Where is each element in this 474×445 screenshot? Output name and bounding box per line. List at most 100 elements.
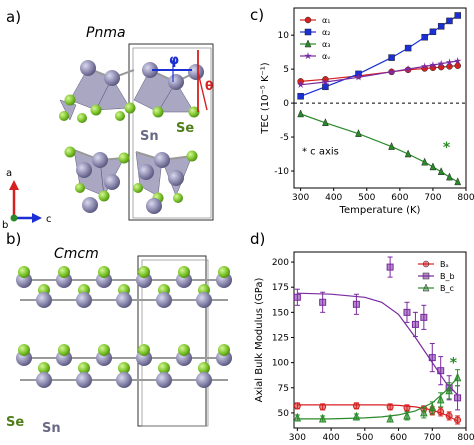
series-line [300, 113, 459, 183]
cmcm-se-label: Se [6, 415, 24, 430]
cmcm-atoms [16, 266, 232, 388]
legend-marker [304, 52, 312, 60]
data-point [437, 59, 445, 67]
legend-entry: α₂ [322, 28, 330, 37]
data-point [352, 411, 361, 421]
cmcm-unit-cell-back [141, 259, 209, 427]
cmcm-sn-atom [36, 292, 52, 308]
cmcm-sn-atom [76, 372, 92, 388]
chart-bulk-modulus: 3004005006007008005075100125150175200Tem… [254, 251, 474, 443]
data-point [388, 141, 395, 150]
legend-entry: αᵥ [322, 52, 331, 61]
cmcm-sn-atom [116, 372, 132, 388]
x-tick-label: 400 [323, 433, 340, 443]
cmcm-label: Cmcm [54, 246, 99, 262]
cmcm-se-atom [138, 344, 150, 356]
cmcm-se-atom [158, 362, 170, 374]
data-point [454, 394, 462, 402]
data-point [297, 93, 304, 100]
series-line [300, 65, 458, 82]
x-tick-label: 800 [457, 193, 474, 203]
x-tick-label: 400 [325, 193, 342, 203]
data-point [453, 57, 462, 65]
data-point [293, 412, 302, 422]
legend-entry: α₃ [322, 40, 330, 49]
series-line [300, 14, 459, 97]
bc-star: * [450, 356, 458, 372]
c-axis-star: * [443, 140, 451, 156]
data-point [429, 61, 437, 69]
y-tick-label: 5 [283, 65, 289, 75]
c-axis-annotation: * c axis [302, 147, 339, 158]
y-tick-label: 150 [272, 308, 289, 318]
data-point [355, 129, 362, 137]
data-point [387, 67, 396, 76]
cmcm-sn-atom [76, 292, 92, 308]
data-point [319, 298, 327, 306]
cmcm-se-atom [198, 362, 210, 374]
data-point [446, 172, 453, 181]
data-point [445, 412, 453, 420]
data-point [428, 354, 436, 362]
data-point [404, 44, 412, 52]
cmcm-sn-atom [156, 372, 172, 388]
panel-c: c) 300 400 500 600 700 800 -10 -5 0 5 10 Temperatur… [250, 6, 474, 216]
data-point [420, 313, 428, 321]
triad-a: a [6, 168, 12, 179]
legend-marker [422, 272, 430, 280]
pnma-se-label: Se [176, 121, 194, 136]
data-point [297, 109, 304, 118]
triad-b: b [2, 220, 8, 231]
panel-a-label: a) [6, 8, 21, 26]
cmcm-sn-atom [36, 372, 52, 388]
data-point [411, 320, 419, 328]
x-tick-label: 600 [390, 433, 407, 443]
cmcm-se-atom [18, 344, 30, 356]
data-point [386, 403, 394, 411]
data-point [386, 263, 394, 271]
cmcm-se-atom [98, 344, 110, 356]
legend-marker [304, 39, 312, 48]
data-point [429, 28, 437, 36]
triad-c: c [46, 214, 52, 225]
data-point [296, 80, 305, 88]
cmcm-se-atom [178, 266, 190, 278]
data-point [445, 58, 454, 66]
x-tick-label: 700 [424, 193, 441, 203]
x-tick-label: 500 [358, 193, 375, 203]
legend-marker [422, 283, 430, 292]
data-point [352, 402, 360, 410]
y-tick-label: -5 [280, 133, 289, 143]
series-line [300, 60, 458, 86]
data-point [445, 385, 453, 395]
data-point [293, 293, 301, 301]
panel-b: b) Cmcm Se Sn [6, 230, 232, 436]
pnma-se-atoms [59, 94, 200, 204]
legend-entry: B_b [440, 272, 455, 281]
data-point [454, 177, 462, 186]
x-tick-label: 800 [457, 433, 474, 443]
data-point [354, 73, 363, 81]
x-tick-label: 500 [356, 433, 373, 443]
data-point [388, 54, 395, 61]
theta-symbol: θ [205, 79, 213, 93]
panel-c-label: c) [250, 6, 264, 24]
y-tick-label: 125 [272, 333, 289, 343]
cmcm-se-atom [18, 266, 30, 278]
legend-entry: Bₐ [440, 260, 449, 269]
data-point [322, 118, 329, 127]
data-point [404, 65, 412, 73]
x-tick-label: 300 [292, 193, 309, 203]
panel-a: a) Pnma [2, 8, 214, 231]
panel-d-label: d) [250, 230, 265, 248]
cmcm-se-atom [118, 362, 130, 374]
pnma-unit-cell [128, 43, 214, 221]
data-point [318, 413, 327, 423]
plot-frame [293, 251, 467, 429]
cmcm-sn-label: Sn [42, 421, 61, 436]
data-point [319, 403, 327, 411]
y-tick-label: 75 [278, 384, 289, 394]
data-point [420, 407, 428, 417]
data-point [321, 78, 330, 86]
y-axis-label: TEC (10⁻⁵ K⁻¹) [260, 62, 271, 135]
